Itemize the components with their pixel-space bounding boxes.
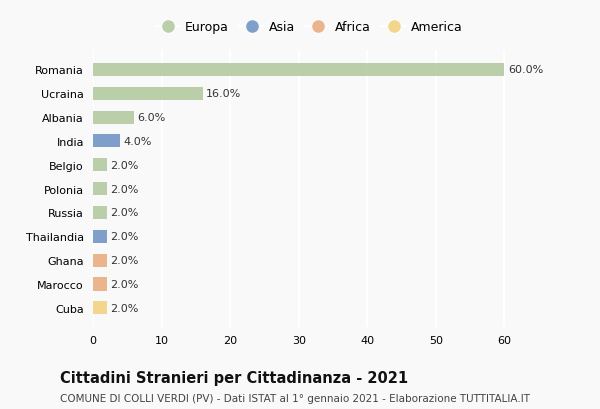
Text: 60.0%: 60.0% [508,65,543,75]
Text: 6.0%: 6.0% [137,113,166,123]
Text: 2.0%: 2.0% [110,256,139,265]
Bar [93,301,107,315]
Bar [93,88,203,101]
Bar [93,159,107,172]
Bar [93,278,107,291]
Bar [93,135,121,148]
Text: 2.0%: 2.0% [110,208,139,218]
Bar [93,183,107,196]
Bar [93,254,107,267]
Text: Cittadini Stranieri per Cittadinanza - 2021: Cittadini Stranieri per Cittadinanza - 2… [60,370,408,385]
Text: 2.0%: 2.0% [110,303,139,313]
Text: 4.0%: 4.0% [124,137,152,146]
Legend: Europa, Asia, Africa, America: Europa, Asia, Africa, America [152,19,466,37]
Bar [93,111,134,124]
Text: COMUNE DI COLLI VERDI (PV) - Dati ISTAT al 1° gennaio 2021 - Elaborazione TUTTIT: COMUNE DI COLLI VERDI (PV) - Dati ISTAT … [60,393,530,403]
Text: 2.0%: 2.0% [110,232,139,242]
Text: 16.0%: 16.0% [206,89,241,99]
Bar [93,207,107,220]
Text: 2.0%: 2.0% [110,184,139,194]
Text: 2.0%: 2.0% [110,279,139,289]
Text: 2.0%: 2.0% [110,160,139,171]
Bar [93,64,505,77]
Bar [93,230,107,243]
